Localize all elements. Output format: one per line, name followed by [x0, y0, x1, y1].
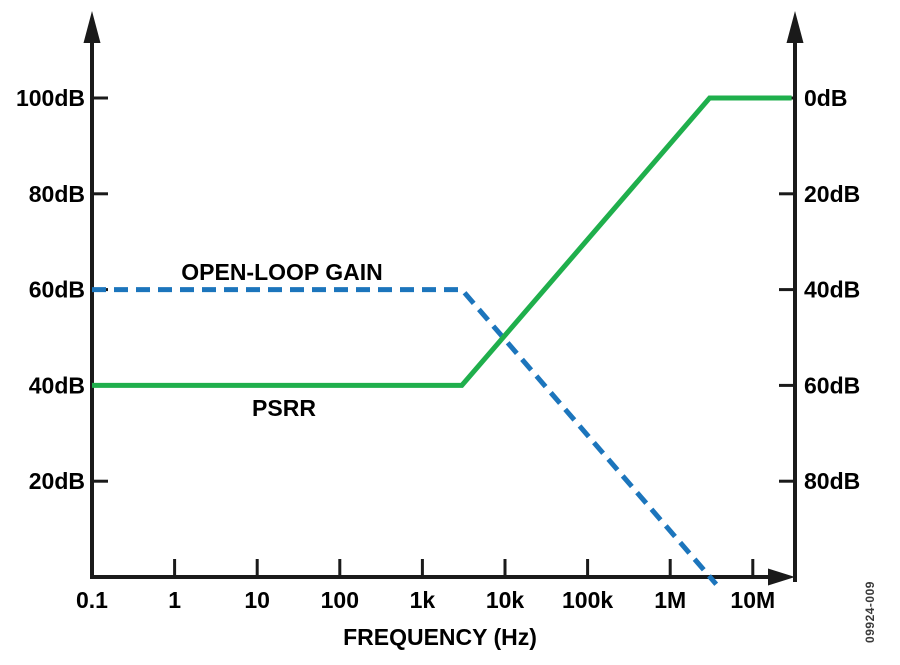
x-tick-label: 100 [321, 587, 359, 613]
y-axis-right: 0dB 20dB 40dB 60dB 80dB [779, 11, 860, 582]
y-tick-label-left: 20dB [29, 468, 85, 494]
y-axis-left-tick-labels: 100dB 80dB 60dB 40dB 20dB [16, 85, 85, 494]
x-tick-label: 1k [410, 587, 436, 613]
y-tick-label-right: 40dB [804, 277, 860, 303]
x-tick-label: 0.1 [76, 587, 108, 613]
y-axis-left: 100dB 80dB 60dB 40dB 20dB [16, 11, 108, 579]
x-tick-label: 1M [654, 587, 686, 613]
y-tick-label-left: 100dB [16, 85, 85, 111]
x-tick-label: 1 [168, 587, 181, 613]
y-tick-label-right: 20dB [804, 181, 860, 207]
y-tick-label-left: 40dB [29, 372, 85, 398]
series-label-psrr: PSRR [252, 395, 316, 421]
series-label-open-loop-gain: OPEN-LOOP GAIN [181, 259, 383, 285]
figure-number: 09924-009 [863, 581, 877, 643]
x-axis-ticks [173, 559, 755, 577]
x-tick-label: 10k [486, 587, 525, 613]
y-tick-label-left: 80dB [29, 181, 85, 207]
open-loop-gain-line [92, 287, 719, 586]
y-tick-label-left: 60dB [29, 277, 85, 303]
y-axis-right-arrow-icon [786, 11, 804, 43]
x-tick-label: 10 [244, 587, 270, 613]
y-tick-label-right: 0dB [804, 85, 847, 111]
y-axis-left-arrow-icon [83, 11, 101, 43]
x-axis-title: FREQUENCY (Hz) [343, 624, 537, 650]
psrr-line [92, 95, 792, 388]
x-axis: 0.1 1 10 100 1k 10k 100k 1M 10M [76, 559, 795, 613]
y-tick-label-right: 80dB [804, 468, 860, 494]
x-tick-label: 100k [562, 587, 613, 613]
x-axis-arrow-icon [768, 568, 795, 586]
y-axis-right-tick-labels: 0dB 20dB 40dB 60dB 80dB [804, 85, 860, 494]
y-tick-label-right: 60dB [804, 372, 860, 398]
x-axis-tick-labels: 0.1 1 10 100 1k 10k 100k 1M 10M [76, 587, 775, 613]
series-lines [92, 95, 792, 586]
x-tick-label: 10M [730, 587, 775, 613]
